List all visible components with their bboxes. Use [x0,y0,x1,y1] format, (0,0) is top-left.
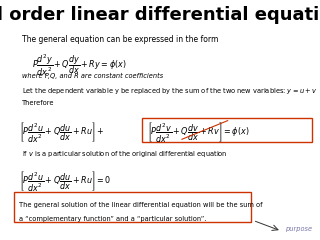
Text: $\left[P\dfrac{d^{2}u}{dx^{2}}+Q\dfrac{du}{dx}+Ru\right]=0$: $\left[P\dfrac{d^{2}u}{dx^{2}}+Q\dfrac{d… [19,169,112,193]
Text: $\left[P\dfrac{d^{2}v}{dx^{2}}+Q\dfrac{dv}{dx}+Rv\right]=\phi(x)$: $\left[P\dfrac{d^{2}v}{dx^{2}}+Q\dfrac{d… [147,120,250,144]
Text: $\left[P\dfrac{d^{2}u}{dx^{2}}+Q\dfrac{du}{dx}+Ru\right]+$: $\left[P\dfrac{d^{2}u}{dx^{2}}+Q\dfrac{d… [19,120,105,144]
Text: 2nd order linear differential equations: 2nd order linear differential equations [0,6,320,24]
Text: a “complementary function” and a “particular solution”.: a “complementary function” and a “partic… [19,216,207,222]
Text: The general equation can be expressed in the form: The general equation can be expressed in… [22,35,219,44]
Text: where P,Q, and R are constant coefficients: where P,Q, and R are constant coefficien… [22,73,164,79]
Text: $P\dfrac{d^{2}y}{dx^{2}}+Q\dfrac{dy}{dx}+Ry=\phi(x)$: $P\dfrac{d^{2}y}{dx^{2}}+Q\dfrac{dy}{dx}… [32,53,126,78]
Text: Therefore: Therefore [22,100,55,106]
Text: If $v$ is a particular solution of the original differential equation: If $v$ is a particular solution of the o… [22,149,228,159]
Text: The general solution of the linear differential equation will be the sum of: The general solution of the linear diffe… [19,202,263,208]
Text: Let the dependent variable y be replaced by the sum of the two new variables: $y: Let the dependent variable y be replaced… [22,86,318,96]
Text: purpose: purpose [285,226,312,232]
